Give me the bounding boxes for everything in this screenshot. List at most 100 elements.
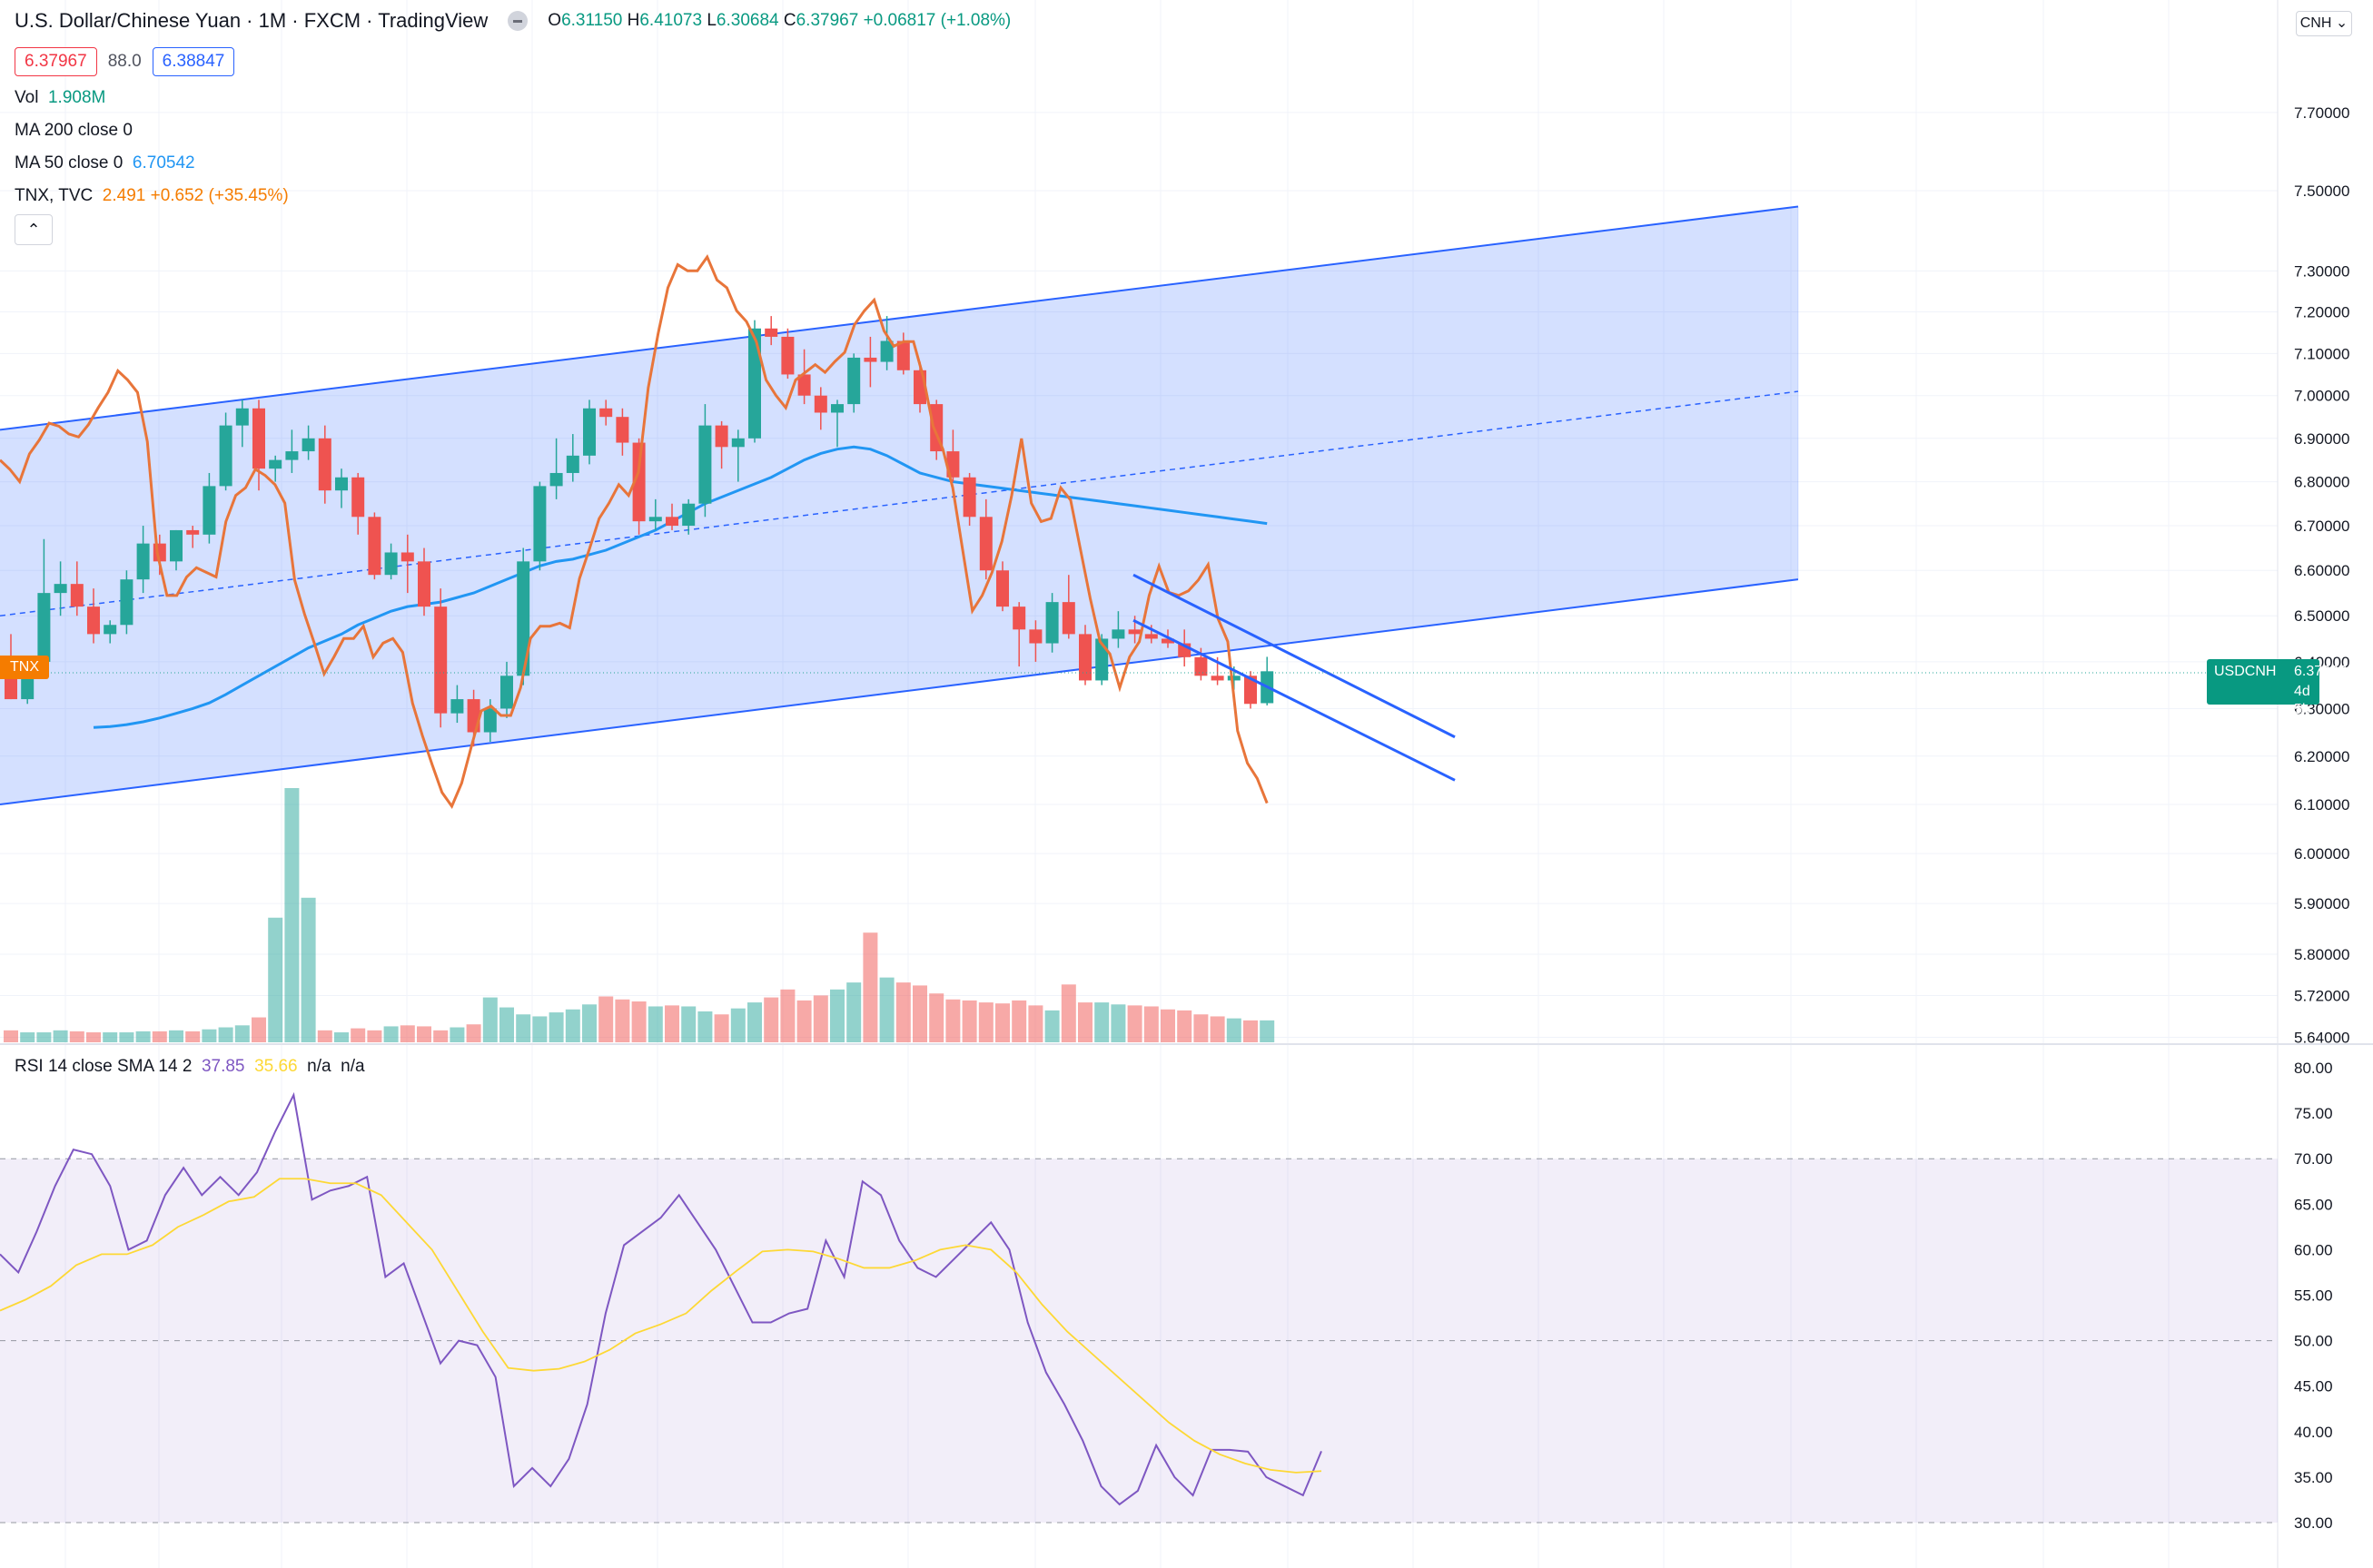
volume-bar <box>1061 984 1076 1042</box>
candle-body <box>648 517 662 522</box>
candle-body <box>847 357 861 405</box>
volume-bar <box>1028 1005 1043 1042</box>
candle-body <box>996 570 1009 607</box>
candle-body <box>1194 656 1208 676</box>
candle-body <box>583 408 596 456</box>
volume-bar <box>764 997 779 1042</box>
candle-body <box>235 408 249 426</box>
volume-bar <box>913 985 927 1042</box>
volume-bar <box>1111 1004 1126 1042</box>
channel-lower-line <box>0 578 1799 805</box>
candle-body <box>302 438 315 452</box>
volume-bar <box>1044 1010 1060 1042</box>
candle-body <box>37 593 51 662</box>
volume-legend[interactable]: Vol 1.908M <box>15 88 106 107</box>
volume-bars <box>4 788 1275 1042</box>
volume-bar <box>796 1000 812 1042</box>
candle-body <box>170 529 183 562</box>
rsi-tick-label: 75.00 <box>2294 1105 2333 1122</box>
symbol-title[interactable]: U.S. Dollar/Chinese Yuan · 1M · FXCM · T… <box>15 9 489 32</box>
volume-bar <box>730 1008 746 1042</box>
volume-bar <box>450 1027 465 1042</box>
volume-bar <box>1078 1002 1093 1042</box>
volume-bar <box>417 1026 431 1042</box>
rsi-tick-label: 70.00 <box>2294 1150 2333 1168</box>
ma200-legend[interactable]: MA 200 close 0 <box>15 121 133 140</box>
rsi-tick-label: 60.00 <box>2294 1241 2333 1258</box>
candle-body <box>335 477 348 491</box>
price-tick-label: 7.70000 <box>2294 104 2349 122</box>
candle-body <box>384 552 398 576</box>
volume-bar <box>202 1029 217 1042</box>
price-tick-label: 6.60000 <box>2294 562 2349 579</box>
volume-bar <box>714 1014 729 1042</box>
tnx-tag: TNX <box>0 656 49 679</box>
candle-body <box>219 425 232 487</box>
volume-bar <box>4 1030 18 1042</box>
volume-bar <box>1127 1005 1142 1042</box>
volume-bar <box>1012 1000 1027 1042</box>
candle-body <box>731 438 745 448</box>
volume-bar <box>945 999 961 1042</box>
candlesticks <box>5 316 1274 747</box>
candle-body <box>1079 634 1092 681</box>
candle-body <box>682 503 696 527</box>
falling-wedge[interactable] <box>1132 573 1456 782</box>
currency-selector[interactable]: CNH ⌄ <box>2296 11 2352 36</box>
volume-bar <box>301 897 316 1042</box>
rsi-series <box>0 1091 1322 1506</box>
volume-bar <box>20 1032 35 1042</box>
collapse-legend-button[interactable]: ⌃ <box>15 214 53 245</box>
candle-body <box>566 455 579 473</box>
volume-bar <box>863 932 878 1042</box>
price-tick-label: 6.80000 <box>2294 474 2349 491</box>
candle-body <box>632 442 646 522</box>
volume-bar <box>1226 1018 1241 1042</box>
candle-body <box>698 425 712 504</box>
candle-body <box>864 357 877 362</box>
rsi-pane <box>0 1091 2278 1524</box>
candle-body <box>203 486 216 535</box>
price-tick-label: 5.64000 <box>2294 1030 2349 1047</box>
volume-bar <box>400 1025 415 1042</box>
parallel-channel[interactable] <box>0 205 1799 805</box>
volume-bar <box>135 1031 151 1042</box>
sell-price-button[interactable]: 6.37967 <box>15 47 97 76</box>
volume-bar <box>697 1011 713 1042</box>
price-axis[interactable]: 7.70000 7.50000 7.30000 7.20000 7.10000 7.000… <box>0 104 2349 1532</box>
volume-bar <box>813 995 828 1042</box>
rsi-legend[interactable]: RSI 14 close SMA 14 2 37.85 35.66 n/a n/… <box>15 1057 365 1076</box>
candle-body <box>400 552 414 562</box>
volume-bar <box>962 1000 977 1042</box>
volume-bar <box>169 1030 183 1042</box>
volume-bar <box>1094 1002 1110 1042</box>
candle-body <box>748 328 761 439</box>
volume-bar <box>1143 1006 1159 1042</box>
price-tick-label: 6.50000 <box>2294 607 2349 625</box>
candle-body <box>418 561 430 607</box>
ma50-legend[interactable]: MA 50 close 0 6.70542 <box>15 153 195 173</box>
tnx-line <box>0 253 1269 810</box>
volume-bar <box>482 997 498 1042</box>
rsi-tick-label: 55.00 <box>2294 1287 2333 1305</box>
candle-body <box>765 328 778 337</box>
candle-body <box>797 374 811 396</box>
volume-bar <box>1210 1016 1225 1042</box>
volume-bar <box>598 996 614 1042</box>
tnx-legend[interactable]: TNX, TVC 2.491 +0.652 (+35.45%) <box>15 186 289 205</box>
price-tick-label: 7.10000 <box>2294 345 2349 362</box>
bar-countdown: 4d 5h <box>2294 684 2310 717</box>
volume-bar <box>284 788 300 1042</box>
volume-bar <box>582 1004 597 1042</box>
market-status-icon[interactable] <box>508 11 529 31</box>
ma50-series <box>93 445 1268 729</box>
volume-bar <box>103 1032 118 1042</box>
volume-bar <box>86 1032 101 1042</box>
volume-bar <box>615 999 630 1042</box>
volume-bar <box>499 1007 514 1042</box>
volume-bar <box>1177 1010 1192 1042</box>
buy-price-button[interactable]: 6.38847 <box>152 47 235 76</box>
candle-body <box>368 517 381 576</box>
